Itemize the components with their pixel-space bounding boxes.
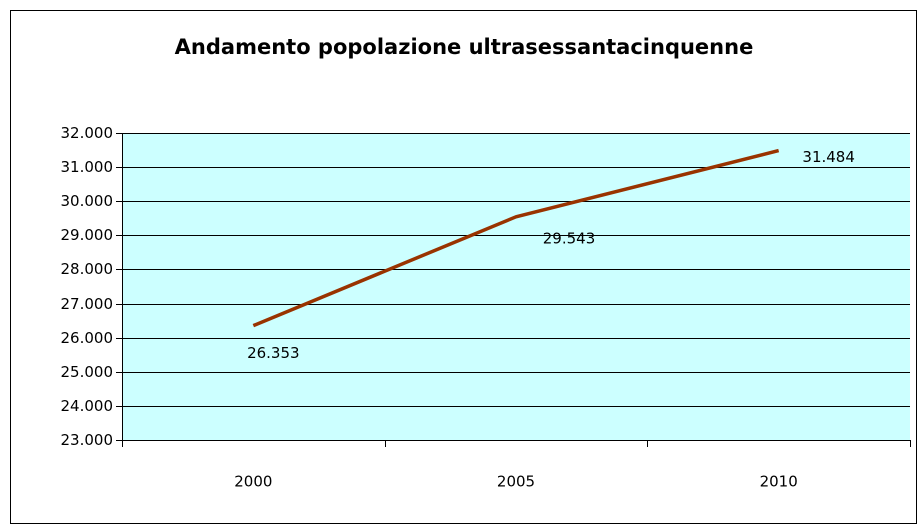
y-tick-label: 23.000 <box>61 431 114 449</box>
y-tick-label: 31.000 <box>61 158 114 176</box>
plot-area <box>122 133 910 440</box>
x-tick-label: 2010 <box>760 473 798 491</box>
y-tick-label: 26.000 <box>61 329 114 347</box>
y-tick-label: 29.000 <box>61 226 114 244</box>
chart-title: Andamento popolazione ultrasessantacinqu… <box>175 35 754 59</box>
y-tick-label: 25.000 <box>61 363 114 381</box>
data-label: 29.543 <box>543 229 596 247</box>
data-label: 31.484 <box>802 148 855 166</box>
y-tick-label: 28.000 <box>61 260 114 278</box>
y-tick-label: 30.000 <box>61 192 114 210</box>
x-tick-label: 2000 <box>234 473 272 491</box>
y-tick-label: 27.000 <box>61 295 114 313</box>
data-line <box>252 148 780 328</box>
data-label: 26.353 <box>247 344 300 362</box>
x-tick-label: 2005 <box>497 473 535 491</box>
y-tick-label: 24.000 <box>61 397 114 415</box>
y-tick-label: 32.000 <box>61 124 114 142</box>
